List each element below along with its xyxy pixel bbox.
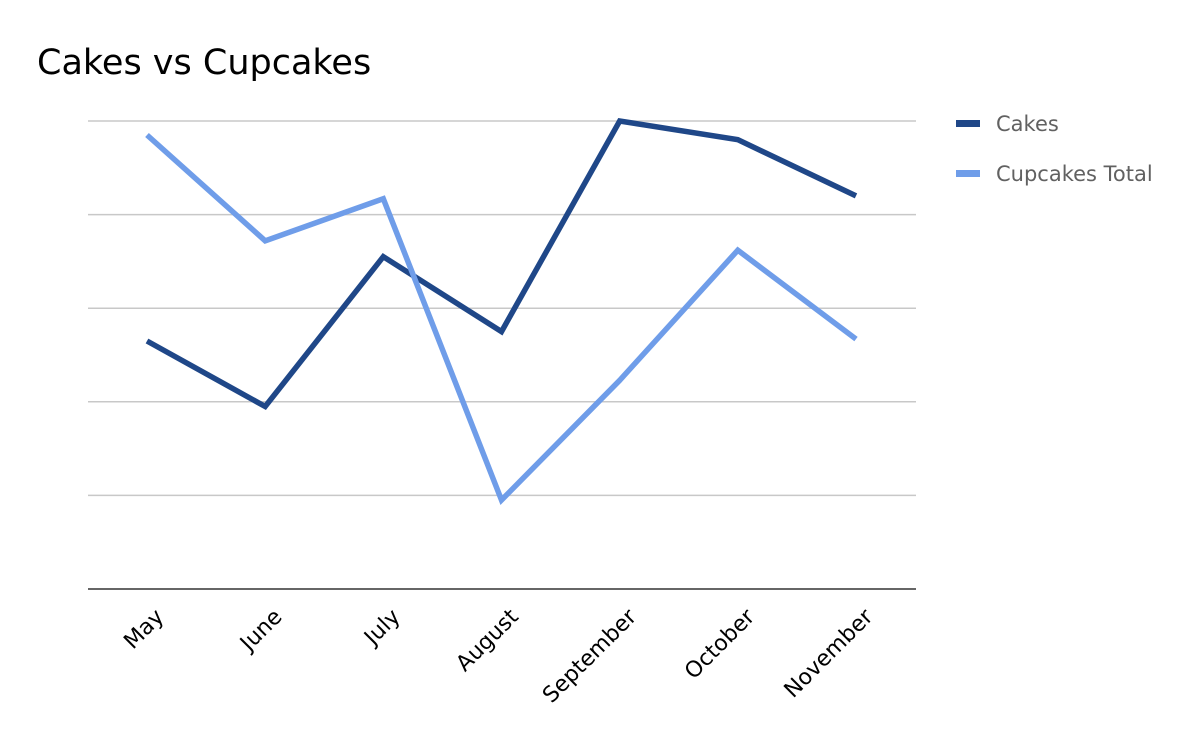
series-line-2 <box>145 132 858 506</box>
series-lines <box>145 117 858 506</box>
legend-label: Cupcakes Total <box>996 162 1153 186</box>
gridlines <box>88 120 916 590</box>
x-tick-label: July <box>358 605 405 652</box>
series-line-1 <box>145 117 858 411</box>
x-tick-label: June <box>234 605 287 658</box>
x-tick-label: May <box>119 605 169 655</box>
x-axis-tick-labels: May June July August September October Novembe… <box>119 604 879 708</box>
x-tick-label: August <box>452 604 524 676</box>
legend-swatch <box>956 120 980 127</box>
legend: Cakes Cupcakes Total <box>956 112 1153 186</box>
x-tick-label: October <box>680 604 761 685</box>
x-tick-label: September <box>538 604 642 708</box>
x-tick-label: November <box>780 604 879 703</box>
chart-title: Cakes vs Cupcakes <box>37 43 371 83</box>
legend-swatch <box>956 170 980 177</box>
legend-label: Cakes <box>996 112 1059 136</box>
